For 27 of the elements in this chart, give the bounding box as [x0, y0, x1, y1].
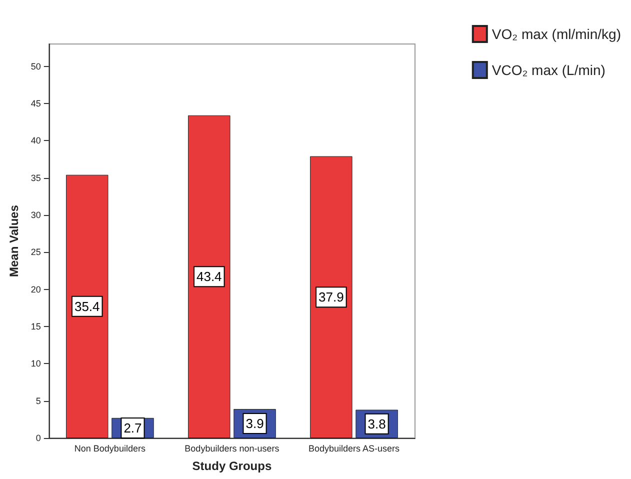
data-label: 37.9: [318, 290, 344, 305]
y-axis-title: Mean Values: [7, 204, 21, 278]
y-tick-label: 10: [30, 358, 41, 369]
x-tick-label: Bodybuilders AS-users: [308, 444, 400, 454]
y-tick-label: 30: [30, 210, 41, 220]
y-tick-label: 45: [30, 98, 41, 108]
data-label: 2.7: [124, 420, 142, 436]
x-axis-title: Study Groups: [192, 459, 272, 473]
y-tick-label: 35: [30, 172, 41, 183]
x-tick-label: Non Bodybuilders: [74, 444, 146, 454]
y-tick-label: 0: [36, 433, 41, 443]
y-tick-label: 50: [30, 61, 41, 72]
data-label: 3.8: [368, 416, 386, 432]
data-label: 3.9: [246, 416, 264, 432]
legend-label: VO₂ max (ml/min/kg): [492, 26, 622, 42]
data-label: 43.4: [196, 269, 222, 284]
data-label: 35.4: [74, 298, 100, 314]
y-tick-label: 40: [30, 136, 41, 146]
y-tick-label: 15: [30, 321, 41, 332]
x-tick-label: Bodybuilders non-users: [184, 444, 280, 454]
y-tick-label: 20: [30, 284, 41, 294]
y-tick-label: 5: [36, 396, 41, 406]
bar: [188, 115, 230, 438]
y-tick-label: 25: [30, 247, 41, 258]
bar: [310, 156, 352, 438]
legend-label: VCO₂ max (L/min): [492, 62, 606, 78]
bar: [66, 174, 108, 438]
